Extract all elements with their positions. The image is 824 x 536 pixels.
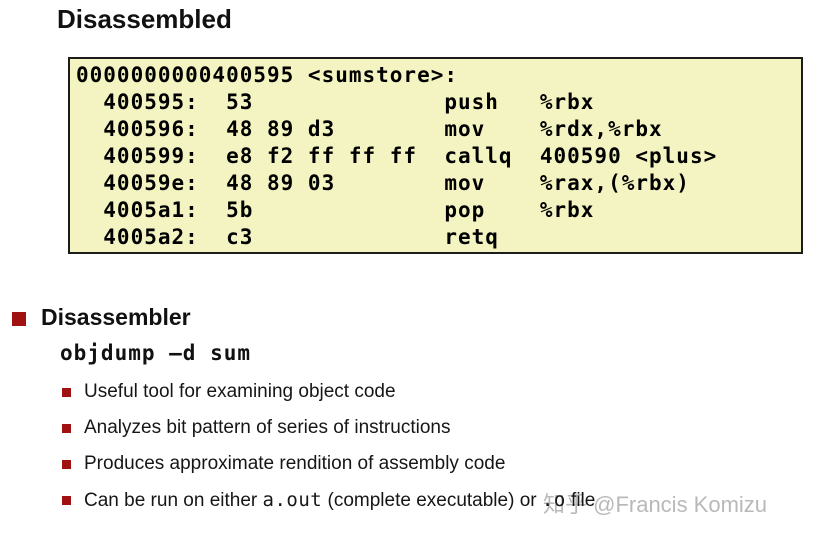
bullet-text: Produces approximate rendition of assemb… <box>84 453 506 474</box>
bullet-square-icon <box>62 423 71 433</box>
disassembly-code-box: 0000000000400595 <sumstore>: 400595: 53 … <box>68 57 803 254</box>
bullet-item: Can be run on either a.out (complete exe… <box>62 482 595 518</box>
bullet-item: Produces approximate rendition of assemb… <box>62 446 595 482</box>
inline-code: .o <box>541 488 566 511</box>
bullet-square-icon <box>12 311 26 326</box>
slide-title: Disassembled <box>57 4 232 34</box>
bullet-list: Useful tool for examining object code An… <box>62 374 595 518</box>
bullet-text-segment: (complete executable) or <box>322 489 542 511</box>
section-heading: Disassembler <box>41 304 191 330</box>
code-line: 4005a1: 5b pop %rbx <box>76 198 595 222</box>
objdump-command: objdump –d sum <box>60 341 252 365</box>
code-line: 400595: 53 push %rbx <box>76 90 595 114</box>
bullet-item: Analyzes bit pattern of series of instru… <box>62 410 595 446</box>
code-line: 40059e: 48 89 03 mov %rax,(%rbx) <box>76 171 690 195</box>
bullet-square-icon <box>62 459 71 469</box>
bullet-text-segment: file <box>565 489 596 511</box>
bullet-square-icon <box>62 495 71 505</box>
bullet-text: Can be run on either a.out (complete exe… <box>84 489 595 512</box>
code-line: 0000000000400595 <sumstore>: <box>76 63 459 87</box>
bullet-item: Useful tool for examining object code <box>62 374 595 410</box>
bullet-text: Useful tool for examining object code <box>84 381 396 402</box>
section-heading-row: Disassembler <box>12 304 191 331</box>
code-line: 400596: 48 89 d3 mov %rdx,%rbx <box>76 117 663 141</box>
watermark: 知乎 @Francis Komizu <box>543 492 768 517</box>
code-line: 4005a2: c3 retq <box>76 225 499 249</box>
code-line: 400599: e8 f2 ff ff ff callq 400590 <plu… <box>76 144 718 168</box>
bullet-square-icon <box>62 387 71 397</box>
bullet-text: Analyzes bit pattern of series of instru… <box>84 417 451 438</box>
bullet-text-segment: Can be run on either <box>84 489 263 511</box>
inline-code: a.out <box>262 488 323 511</box>
